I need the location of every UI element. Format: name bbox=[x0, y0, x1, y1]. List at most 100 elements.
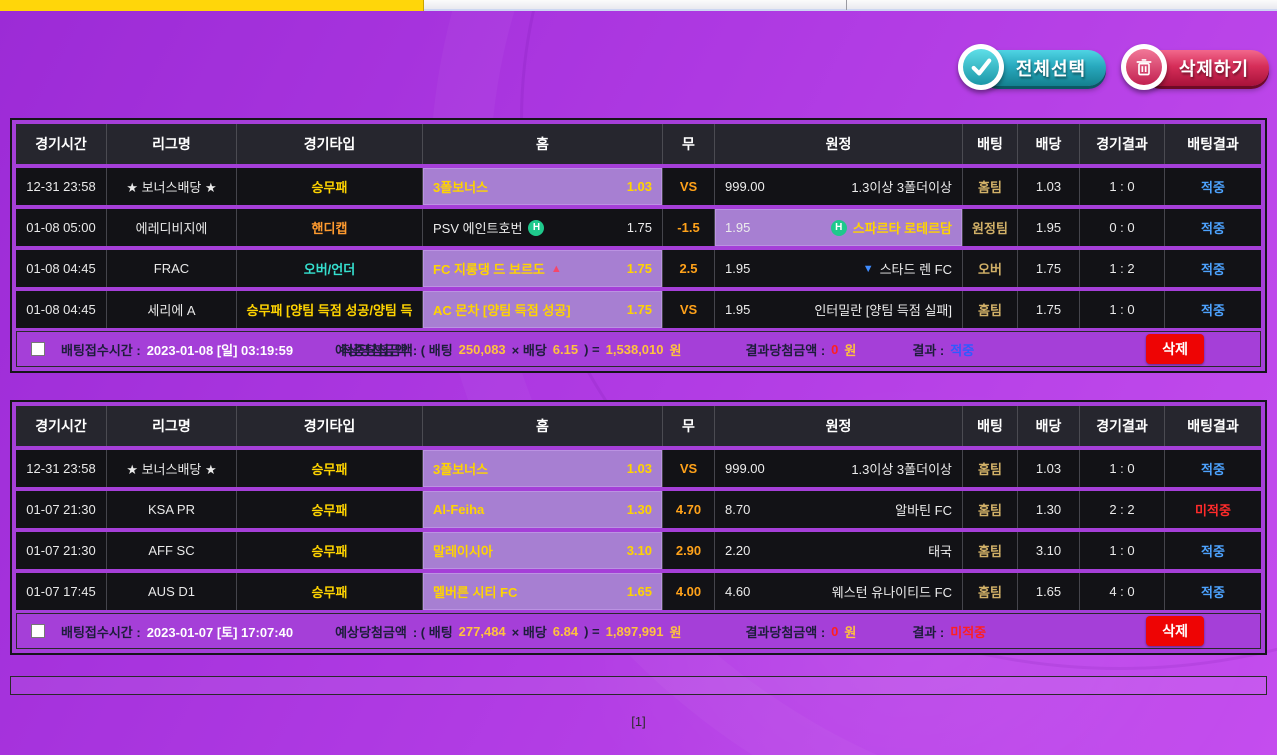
table-row: 01-08 05:00 에레디비지에 핸디캡 PSV 에인트호번 H 1.75 … bbox=[16, 209, 1261, 246]
cell-home-selected[interactable]: 3폴보너스 1.03 bbox=[422, 168, 662, 205]
cell-bet-pick: 오버 bbox=[962, 250, 1017, 287]
col-header-result: 배팅결과 bbox=[1164, 124, 1261, 164]
arrow-up-icon: ▲ bbox=[550, 262, 562, 275]
bet-slip-2: 경기시간 리그명 경기타입 홈 무 원정 배팅 배당 경기결과 배팅결과 12-… bbox=[10, 400, 1267, 655]
cell-time: 01-07 21:30 bbox=[26, 543, 96, 558]
cell-home[interactable]: PSV 에인트호번 H 1.75 bbox=[422, 209, 662, 246]
col-header-score: 경기결과 bbox=[1079, 406, 1164, 446]
bet-slip-1: 경기시간 리그명 경기타입 홈 무 원정 배팅 배당 경기결과 배팅결과 12-… bbox=[10, 118, 1267, 373]
table-row: 01-08 04:45 세리에 A 승무패 [양팀 득점 성공/양팀 득 AC … bbox=[16, 291, 1261, 328]
col-header-bet: 배팅 bbox=[962, 124, 1017, 164]
col-header-home: 홈 bbox=[422, 406, 662, 446]
cell-odds: 1.75 bbox=[1017, 291, 1079, 328]
cell-league: ★ 보너스배당 ★ bbox=[106, 168, 236, 205]
handicap-icon: H bbox=[830, 219, 847, 236]
table-row: 01-07 21:30 KSA PR 승무패 Al-Feiha 1.30 4.7… bbox=[16, 491, 1261, 528]
cell-draw: 2.5 bbox=[662, 250, 714, 287]
col-header-bet: 배팅 bbox=[962, 406, 1017, 446]
delete-slip-button[interactable]: 삭제 bbox=[1146, 616, 1204, 646]
select-all-label: 전체선택 bbox=[1015, 59, 1087, 79]
cell-bet-result: 적중 bbox=[1164, 250, 1261, 287]
cell-bet-pick: 홈팀 bbox=[962, 291, 1017, 328]
expected-total: 1,897,991 bbox=[605, 623, 664, 639]
cell-type: 승무패 bbox=[236, 491, 422, 528]
cell-draw: VS bbox=[662, 168, 714, 205]
cell-bet-pick: 홈팀 bbox=[962, 168, 1017, 205]
cell-draw: 4.00 bbox=[662, 573, 714, 610]
expected-amount-label: 예상당첨금액 bbox=[335, 624, 407, 640]
cell-league: AUS D1 bbox=[106, 573, 236, 610]
cell-score: 2 : 2 bbox=[1079, 491, 1164, 528]
cell-away[interactable]: 1.95 ▼ 스타드 렌 FC bbox=[714, 250, 962, 287]
cell-type: 승무패 bbox=[236, 573, 422, 610]
table-row: 12-31 23:58 ★ 보너스배당 ★ 승무패 3폴보너스 1.03 VS … bbox=[16, 450, 1261, 487]
result-value: 미적중 bbox=[950, 624, 987, 640]
cell-league: KSA PR bbox=[106, 491, 236, 528]
cell-time: 01-07 21:30 bbox=[26, 502, 96, 517]
receipt-time-value: 2023-01-08 [일] 03:19:59 bbox=[146, 342, 294, 358]
slip-checkbox[interactable] bbox=[31, 342, 45, 356]
cell-away[interactable]: 999.00 1.3이상 3폴더이상 bbox=[714, 450, 962, 487]
cell-odds: 3.10 bbox=[1017, 532, 1079, 569]
cell-home-selected[interactable]: 3폴보너스 1.03 bbox=[422, 450, 662, 487]
page-link-1[interactable]: [1] bbox=[631, 714, 646, 729]
cell-bet-result: 적중 bbox=[1164, 532, 1261, 569]
cell-draw: VS bbox=[662, 291, 714, 328]
col-header-type: 경기타입 bbox=[236, 124, 422, 164]
cell-home-selected[interactable]: FC 지롱댕 드 보르도 ▲ 1.75 bbox=[422, 250, 662, 287]
col-header-time: 경기시간 bbox=[35, 418, 87, 434]
pagination: [1] bbox=[0, 714, 1277, 729]
cell-odds: 1.75 bbox=[1017, 250, 1079, 287]
cell-score: 4 : 0 bbox=[1079, 573, 1164, 610]
toolbar: 전체선택 삭제하기 bbox=[958, 44, 1273, 90]
table-header: 경기시간 리그명 경기타입 홈 무 원정 배팅 배당 경기결과 배팅결과 bbox=[16, 406, 1261, 446]
cell-odds: 1.65 bbox=[1017, 573, 1079, 610]
col-header-away: 원정 bbox=[714, 124, 962, 164]
cell-away[interactable]: 8.70 알바틴 FC bbox=[714, 491, 962, 528]
delete-slip-button[interactable]: 삭제 bbox=[1146, 334, 1204, 364]
cell-odds: 1.03 bbox=[1017, 168, 1079, 205]
cell-away[interactable]: 4.60 웨스턴 유나이티드 FC bbox=[714, 573, 962, 610]
slip-footer: 배팅접수시간 : 2023-01-08 [일] 03:19:59 예상당첨금액 … bbox=[16, 331, 1261, 367]
cell-home-selected[interactable]: Al-Feiha 1.30 bbox=[422, 491, 662, 528]
col-header-result: 배팅결과 bbox=[1164, 406, 1261, 446]
cell-draw: VS bbox=[662, 450, 714, 487]
cell-bet-pick: 홈팀 bbox=[962, 573, 1017, 610]
cell-away[interactable]: 1.95 인터밀란 [양팀 득점 실패] bbox=[714, 291, 962, 328]
cell-score: 1 : 0 bbox=[1079, 450, 1164, 487]
cell-bet-result: 적중 bbox=[1164, 291, 1261, 328]
cell-home-selected[interactable]: 말레이시아 3.10 bbox=[422, 532, 662, 569]
cell-time: 01-08 04:45 bbox=[26, 302, 96, 317]
slip-footer: 배팅접수시간 : 2023-01-07 [토] 17:07:40 예상당첨금액 … bbox=[16, 613, 1261, 649]
cell-score: 1 : 0 bbox=[1079, 168, 1164, 205]
table-row: 12-31 23:58 ★ 보너스배당 ★ 승무패 3폴보너스 1.03 VS … bbox=[16, 168, 1261, 205]
cell-away-selected[interactable]: 1.95 H 스파르타 로테르담 bbox=[714, 209, 962, 246]
cell-home-selected[interactable]: AC 몬차 [양팀 득점 성공] 1.75 bbox=[422, 291, 662, 328]
cell-odds: 1.95 bbox=[1017, 209, 1079, 246]
cell-time: 01-08 04:45 bbox=[26, 261, 96, 276]
cell-bet-result: 적중 bbox=[1164, 168, 1261, 205]
delete-all-button[interactable]: 삭제하기 bbox=[1121, 44, 1271, 90]
cell-odds: 1.30 bbox=[1017, 491, 1079, 528]
slip-checkbox[interactable] bbox=[31, 624, 45, 638]
cell-away[interactable]: 2.20 태국 bbox=[714, 532, 962, 569]
result-label: 결과 : bbox=[912, 342, 945, 358]
col-header-league: 리그명 bbox=[106, 124, 236, 164]
cell-bet-result: 적중 bbox=[1164, 573, 1261, 610]
cell-away[interactable]: 999.00 1.3이상 3폴더이상 bbox=[714, 168, 962, 205]
receipt-time-value: 2023-01-07 [토] 17:07:40 bbox=[146, 624, 294, 640]
cell-draw: 4.70 bbox=[662, 491, 714, 528]
col-header-draw: 무 bbox=[662, 124, 714, 164]
col-header-league: 리그명 bbox=[106, 406, 236, 446]
cell-time: 12-31 23:58 bbox=[26, 179, 96, 194]
select-all-button[interactable]: 전체선택 bbox=[958, 44, 1108, 90]
total-odds: 6.15 bbox=[552, 341, 579, 357]
expected-amount-label: 예상당첨금액 적중당첨금액 bbox=[335, 342, 413, 358]
cell-home-selected[interactable]: 멜버른 시티 FC 1.65 bbox=[422, 573, 662, 610]
col-header-draw: 무 bbox=[662, 406, 714, 446]
bet-amount: 277,484 bbox=[458, 623, 506, 639]
cell-score: 1 : 0 bbox=[1079, 291, 1164, 328]
result-label: 결과 : bbox=[912, 624, 945, 640]
result-value: 적중 bbox=[950, 342, 975, 358]
cell-time: 01-08 05:00 bbox=[26, 220, 96, 235]
